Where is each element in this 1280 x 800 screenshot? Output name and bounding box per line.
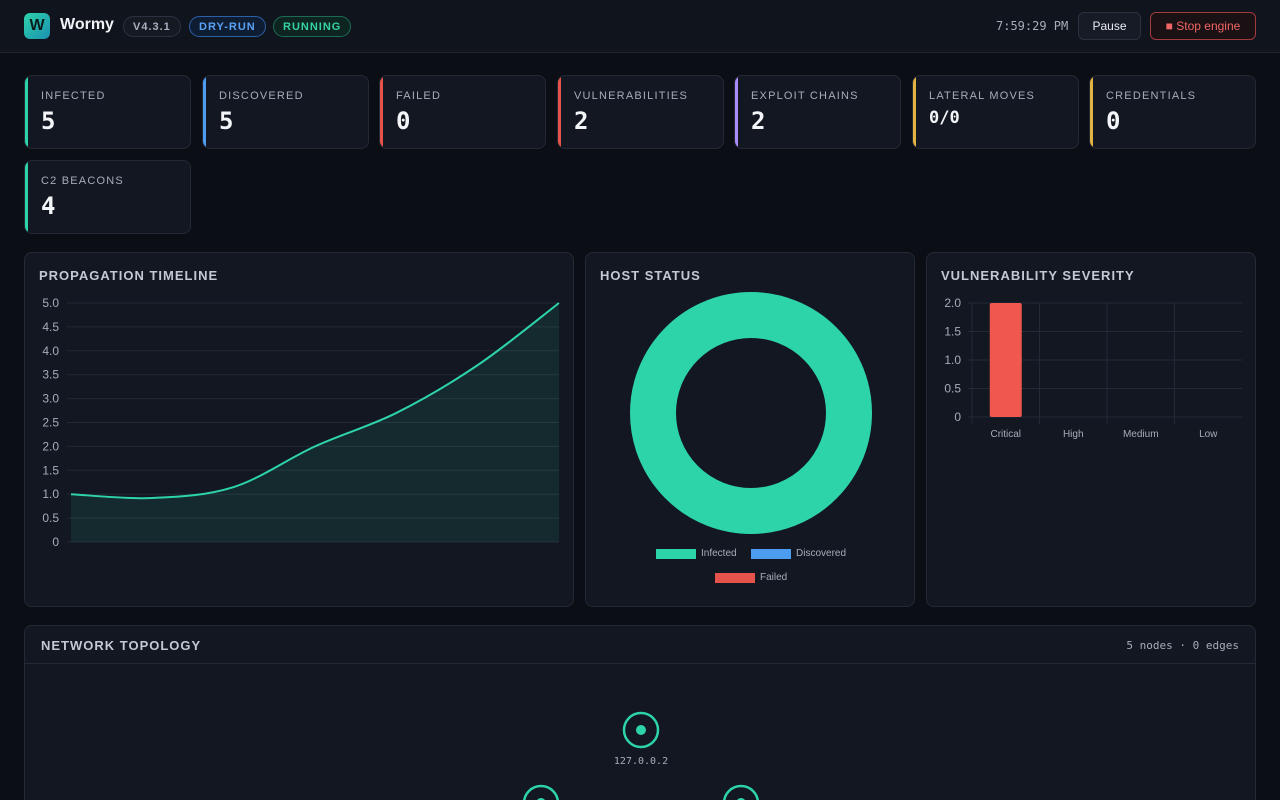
stat-value: 0/0	[929, 108, 960, 128]
app-logo: W	[24, 13, 50, 39]
panel-title: NETWORK TOPOLOGY	[41, 638, 202, 653]
vulnerability-severity-chart: 2.0 1.5 1.0 0.5 0 Critical High Medium Low	[944, 296, 1242, 440]
stat-value: 2	[751, 107, 766, 135]
stat-card-c2-beacons: C2 BEACONS 4	[24, 160, 191, 234]
node-ring	[523, 784, 559, 800]
stat-label: LATERAL MOVES	[929, 90, 1036, 102]
x-tick-label: Critical	[990, 429, 1021, 440]
timeline-line	[70, 302, 560, 500]
timeline-area	[71, 303, 559, 542]
node-label: 127.0.0.2	[614, 756, 668, 767]
stat-label: DISCOVERED	[219, 90, 304, 102]
stat-label: INFECTED	[41, 90, 106, 102]
version-badge: V4.3.1	[123, 16, 181, 37]
node-dot	[636, 725, 646, 735]
stat-card-lateral-moves: LATERAL MOVES 0/0	[912, 75, 1079, 149]
stat-accent	[1090, 76, 1093, 148]
stat-accent	[380, 76, 383, 148]
stat-accent	[203, 76, 206, 148]
stat-label: C2 BEACONS	[41, 175, 124, 187]
y-tick-label: 1.0	[944, 353, 961, 367]
stat-value: 2	[574, 107, 589, 135]
legend-label: Discovered	[796, 548, 847, 559]
topology-node[interactable]	[523, 784, 559, 800]
severity-bar-critical	[989, 303, 1022, 417]
y-tick-label: 4.5	[42, 320, 59, 334]
legend-item-discovered[interactable]: Discovered	[751, 548, 846, 559]
legend-swatch	[656, 548, 696, 559]
stat-card-credentials: CREDENTIALS 0	[1089, 75, 1256, 149]
clock: 7:59:29 PM	[996, 19, 1069, 33]
stat-label: VULNERABILITIES	[574, 90, 688, 102]
stat-card-discovered: DISCOVERED 5	[202, 75, 369, 149]
dry-run-badge: DRY-RUN	[189, 16, 266, 37]
x-tick-label: Low	[1199, 429, 1218, 440]
stat-accent	[558, 76, 561, 148]
topology-header: NETWORK TOPOLOGY 5 nodes · 0 edges	[25, 626, 1255, 664]
stat-value: 0	[1106, 107, 1121, 135]
legend-swatch	[751, 548, 791, 559]
status-badge: RUNNING	[273, 16, 352, 37]
stat-accent	[735, 76, 738, 148]
stop-engine-button[interactable]: ■ Stop engine	[1150, 12, 1256, 40]
y-tick-label: 3.5	[42, 368, 59, 382]
y-tick-label: 1.5	[944, 325, 961, 339]
app-name: Wormy	[60, 16, 114, 33]
y-tick-label: 0.5	[944, 382, 961, 396]
topology-meta: 5 nodes · 0 edges	[1126, 639, 1239, 652]
propagation-timeline-chart: 5.0 4.5 4.0 3.5 3.0 2.5 2.0 1.5 1.0 0.5 0	[42, 296, 560, 549]
panel-title: VULNERABILITY SEVERITY	[941, 268, 1135, 283]
legend-label: Failed	[760, 572, 788, 583]
host-status-panel: HOST STATUS Infected Discovered Failed	[585, 252, 915, 607]
stat-value: 5	[219, 107, 234, 135]
stat-label: EXPLOIT CHAINS	[751, 90, 859, 102]
stat-card-exploit-chains: EXPLOIT CHAINS 2	[734, 75, 901, 149]
pause-button[interactable]: Pause	[1078, 12, 1141, 40]
y-tick-label: 0.5	[42, 511, 59, 525]
y-tick-label: 2.5	[42, 416, 59, 430]
stat-value: 5	[41, 107, 56, 135]
legend-label: Infected	[701, 548, 737, 559]
network-topology-panel: NETWORK TOPOLOGY 5 nodes · 0 edges 127.0…	[24, 625, 1256, 800]
y-tick-label: 4.0	[42, 344, 59, 358]
topology-node[interactable]	[723, 784, 759, 800]
stat-accent	[25, 161, 28, 233]
stat-label: FAILED	[396, 90, 442, 102]
y-tick-label: 2.0	[42, 439, 59, 453]
legend-item-infected[interactable]: Infected	[656, 548, 737, 559]
legend-swatch	[715, 572, 755, 583]
stat-value: 0	[396, 107, 411, 135]
panel-title: HOST STATUS	[600, 268, 701, 283]
stat-accent	[913, 76, 916, 148]
x-tick-label: Medium	[1123, 429, 1159, 440]
y-tick-label: 3.0	[42, 392, 59, 406]
y-tick-label: 0	[954, 410, 961, 424]
stat-card-vulnerabilities: VULNERABILITIES 2	[557, 75, 724, 149]
topology-graph[interactable]: 127.0.0.2	[25, 626, 1256, 800]
y-tick-label: 1.5	[42, 463, 59, 477]
propagation-timeline-panel: PROPAGATION TIMELINE 5.0 4.5 4.0 3.5 3.0 2.5 2…	[24, 252, 574, 607]
top-bar: W Wormy V4.3.1 DRY-RUN RUNNING 7:59:29 P…	[0, 0, 1280, 53]
donut-slice-infected	[630, 292, 872, 534]
stat-value: 4	[41, 192, 56, 220]
host-status-chart	[630, 292, 872, 534]
y-tick-label: 5.0	[42, 296, 59, 310]
panel-title: PROPAGATION TIMELINE	[39, 268, 219, 283]
stat-card-failed: FAILED 0	[379, 75, 546, 149]
x-tick-label: High	[1063, 429, 1084, 440]
stat-card-infected: INFECTED 5	[24, 75, 191, 149]
legend-item-failed[interactable]: Failed	[715, 572, 787, 583]
y-tick-label: 1.0	[42, 487, 59, 501]
node-ring	[723, 784, 759, 800]
stat-label: CREDENTIALS	[1106, 90, 1197, 102]
topology-node[interactable]: 127.0.0.2	[614, 711, 668, 767]
y-tick-label: 2.0	[944, 296, 961, 310]
y-tick-label: 0	[52, 535, 59, 549]
vulnerability-severity-panel: VULNERABILITY SEVERITY 2.0 1.5 1.0 0.5 0 Crit…	[926, 252, 1256, 607]
stat-accent	[25, 76, 28, 148]
